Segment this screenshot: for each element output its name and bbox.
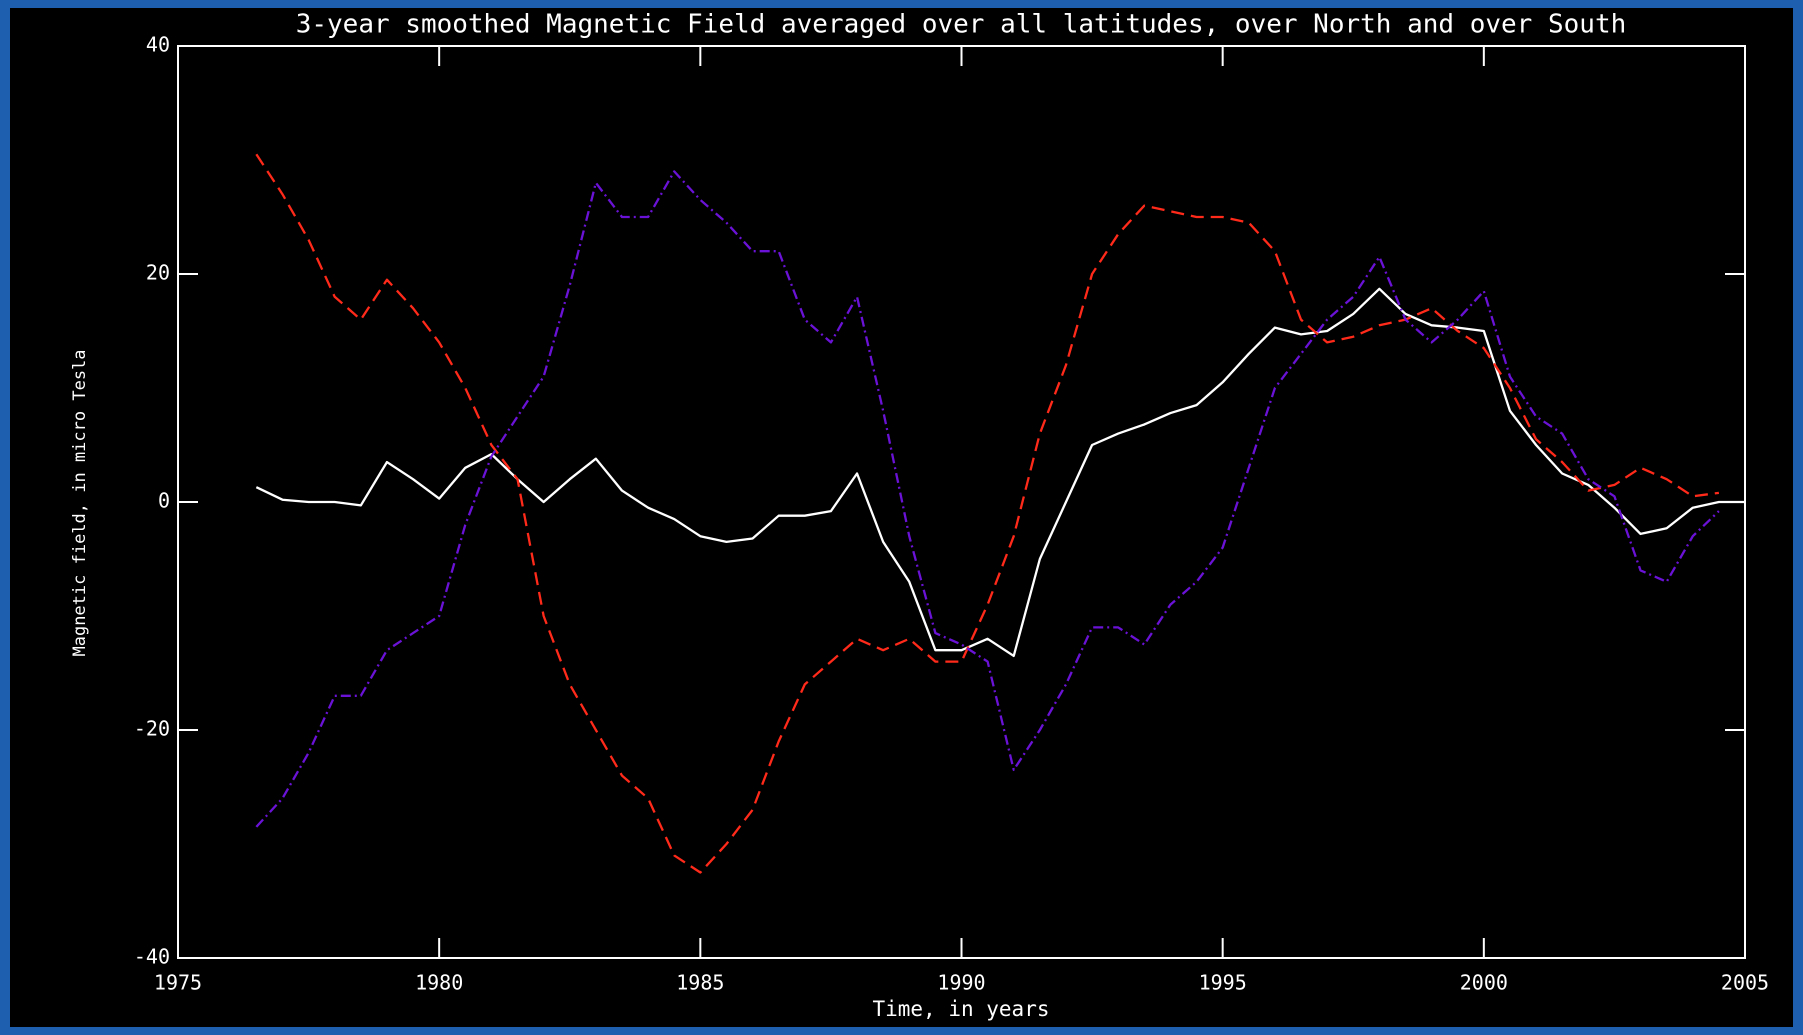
x-tick-label: 1990 (937, 971, 985, 995)
x-tick-label: 1980 (415, 971, 463, 995)
x-tick-label: 1985 (676, 971, 724, 995)
series-line (255, 287, 1745, 658)
x-tick-label: 2005 (1721, 971, 1769, 995)
chart-title: 3-year smoothed Magnetic Field averaged … (296, 10, 1627, 40)
x-tick-label: 1995 (1199, 971, 1247, 995)
series-line (255, 153, 1720, 874)
x-axis-label: Time, in years (872, 997, 1049, 1021)
y-tick-label: 0 (158, 489, 170, 513)
y-axis-label: Magnetic field, in micro Tesla (70, 349, 90, 656)
y-tick-label: 20 (146, 261, 170, 285)
y-tick-label: -20 (134, 717, 170, 741)
y-tick-label: 40 (146, 33, 170, 57)
x-tick-label: 1975 (154, 971, 202, 995)
plot-background (10, 8, 1793, 1027)
y-tick-label: -40 (134, 945, 170, 969)
series-line (255, 170, 1720, 828)
x-tick-label: 2000 (1460, 971, 1508, 995)
